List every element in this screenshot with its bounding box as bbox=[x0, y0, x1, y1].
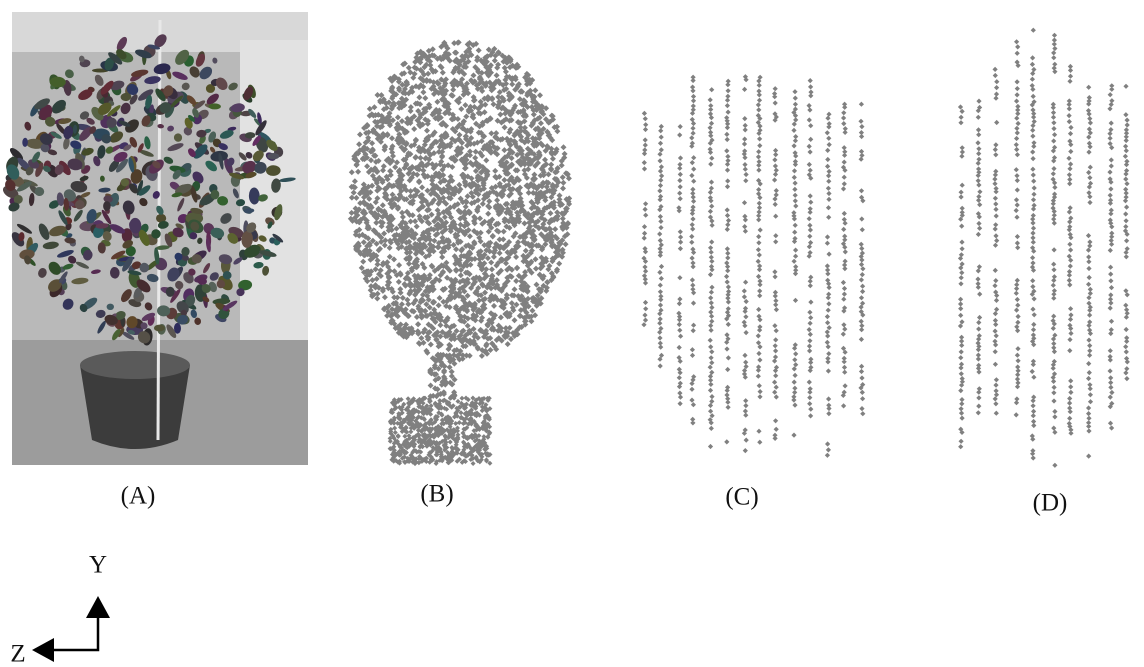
panel-label: (C) bbox=[725, 484, 758, 511]
figure: (A) (B) (C) (D) Y Z bbox=[0, 0, 1144, 667]
photo bbox=[1, 12, 308, 465]
panel-label: (A) bbox=[121, 483, 156, 510]
panel-label: (D) bbox=[1033, 490, 1068, 517]
point-cloud bbox=[641, 74, 865, 458]
point-cloud bbox=[348, 39, 572, 466]
panel-label: (B) bbox=[420, 481, 453, 508]
axis-indicator: Y Z bbox=[10, 552, 110, 667]
point-cloud bbox=[958, 28, 1130, 468]
axis-label: Y bbox=[89, 552, 107, 579]
axis-label: Z bbox=[10, 641, 25, 667]
